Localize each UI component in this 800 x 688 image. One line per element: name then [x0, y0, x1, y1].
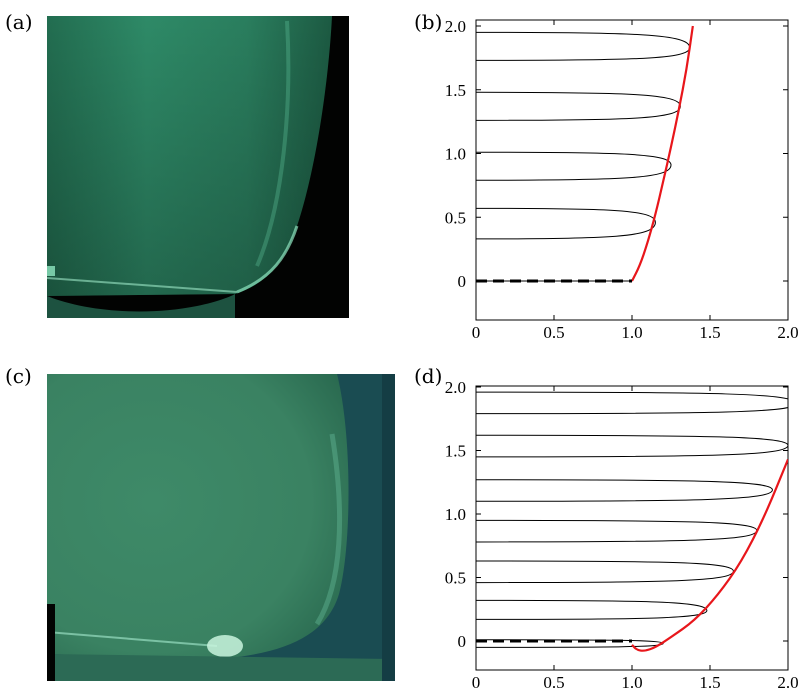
panel-label-c: (c): [5, 364, 32, 388]
panel-label-b: (b): [414, 10, 443, 34]
x-tick-label: 2.0: [777, 323, 798, 342]
photo-a: [47, 16, 349, 318]
x-tick-label: 0: [472, 323, 481, 342]
x-tick-label: 0.5: [543, 323, 564, 342]
y-tick-label: 0: [458, 632, 467, 651]
x-tick-label: 1.5: [699, 673, 720, 688]
standing-wave-loop-3: [476, 560, 734, 584]
standing-wave-loop-7: [476, 391, 788, 415]
x-tick-label: 1.5: [699, 323, 720, 342]
y-tick-label: 1.5: [445, 81, 466, 100]
y-tick-label: 2.0: [445, 378, 466, 397]
photo-a-image: [47, 16, 349, 318]
y-tick-label: 0.5: [445, 208, 466, 227]
photo-c-image: [47, 374, 395, 681]
x-tick-label: 2.0: [777, 673, 798, 688]
x-tick-label: 1.0: [621, 673, 642, 688]
y-tick-label: 1.5: [445, 442, 466, 461]
standing-wave-loop-5: [476, 479, 773, 502]
standing-wave-loop-4: [476, 519, 758, 543]
standing-wave-loop-6: [476, 434, 788, 458]
standing-wave-loop-2: [476, 599, 708, 620]
panel-label-a: (a): [5, 10, 33, 34]
x-tick-label: 0.5: [543, 673, 564, 688]
axes-frame-d: [475, 385, 789, 671]
red-envelope-curve: [631, 458, 788, 652]
y-tick-label: 1.0: [445, 505, 466, 524]
standing-wave-loop-2: [476, 207, 656, 240]
y-tick-label: 2.0: [445, 17, 466, 36]
y-tick-label: 0: [458, 272, 467, 291]
panel-label-d: (d): [414, 364, 443, 388]
standing-wave-loop-3: [476, 151, 672, 181]
x-tick-label: 1.0: [621, 323, 642, 342]
x-tick-label: 0: [472, 673, 481, 688]
y-tick-label: 0.5: [445, 569, 466, 588]
photo-c: [47, 374, 395, 681]
red-envelope-curve: [631, 25, 694, 282]
y-tick-label: 1.0: [445, 145, 466, 164]
